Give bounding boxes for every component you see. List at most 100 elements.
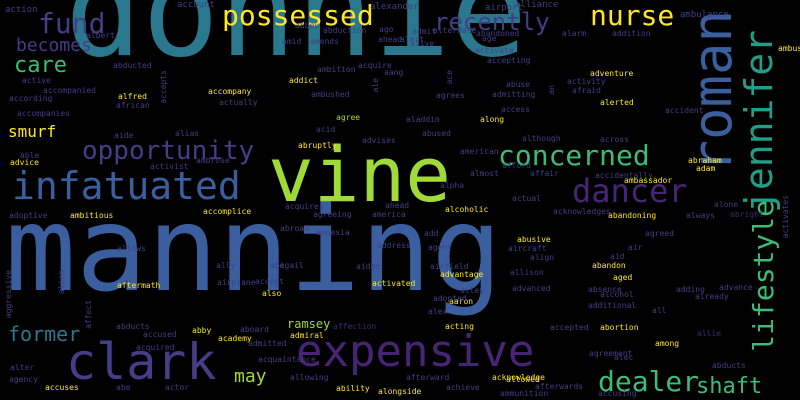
cloud-word: albert: [86, 31, 115, 40]
cloud-word: ambush: [778, 44, 800, 53]
cloud-word: dancer: [572, 172, 688, 210]
cloud-word: afraid: [572, 86, 601, 95]
cloud-word: adam: [696, 164, 716, 173]
cloud-word: jennifer: [737, 30, 781, 214]
cloud-word: clark: [66, 333, 217, 391]
cloud-word: american: [460, 147, 499, 156]
cloud-word: alerted: [600, 98, 634, 107]
cloud-word: abright: [730, 210, 764, 219]
cloud-word: alliance: [515, 0, 559, 10]
cloud-word: becomes: [16, 35, 92, 56]
cloud-word: expensive: [296, 326, 535, 377]
cloud-word: dealer: [598, 365, 700, 398]
cloud-word: advises: [362, 136, 396, 145]
cloud-word: ago: [379, 25, 394, 34]
cloud-word: additional: [588, 301, 637, 310]
cloud-word: ally: [216, 261, 236, 270]
cloud-word: airport: [485, 3, 523, 13]
cloud-word: alien: [57, 270, 66, 295]
cloud-word: ahead: [385, 201, 410, 210]
cloud-word: air: [628, 243, 643, 252]
cloud-word: alpha: [440, 181, 465, 190]
cloud-word: abigail: [270, 261, 304, 270]
cloud-word: alexander: [370, 2, 419, 12]
cloud-word: ambushed: [311, 90, 350, 99]
cloud-word: adding: [676, 285, 705, 294]
cloud-word: acting: [445, 322, 474, 331]
cloud-word: accuses: [45, 383, 79, 392]
cloud-word: admitted: [248, 339, 287, 348]
cloud-word: activate: [475, 46, 514, 55]
cloud-word: amnesia: [316, 228, 350, 237]
cloud-word: age: [482, 34, 497, 43]
cloud-word: acknowledges: [553, 207, 611, 216]
cloud-word: addition: [612, 29, 651, 38]
cloud-word: aided: [356, 262, 381, 271]
cloud-word: acquires: [285, 202, 324, 211]
cloud-word: aaron: [449, 297, 474, 306]
cloud-word: aircraft: [508, 244, 547, 253]
cloud-word: abortion: [600, 323, 639, 332]
cloud-word: adoptive: [9, 211, 48, 220]
cloud-word: admiral: [290, 331, 324, 340]
cloud-word: advance: [719, 283, 753, 292]
cloud-word: affection: [333, 322, 377, 331]
cloud-word: alley: [460, 286, 485, 295]
cloud-word: accomplice: [203, 207, 252, 216]
cloud-word: aid: [610, 252, 625, 261]
cloud-word: an: [547, 85, 556, 95]
cloud-word: also: [262, 289, 282, 298]
cloud-word: always: [686, 211, 715, 220]
cloud-word: acquire: [358, 61, 392, 70]
cloud-word: concerned: [498, 139, 650, 172]
cloud-word: manning: [5, 180, 503, 318]
cloud-word: airfield: [430, 262, 469, 271]
cloud-word: actually: [219, 98, 258, 107]
cloud-word: abe: [116, 383, 131, 392]
cloud-word: activated: [372, 279, 416, 288]
cloud-word: all: [652, 306, 667, 315]
cloud-word: abby: [192, 326, 212, 335]
cloud-word: opportunity: [82, 136, 255, 166]
cloud-word: roman: [681, 10, 744, 173]
cloud-word: among: [655, 339, 680, 348]
cloud-word: almost: [470, 169, 499, 178]
cloud-word: care: [14, 53, 67, 78]
cloud-word: account: [177, 0, 215, 10]
cloud-word: allowing: [290, 373, 329, 382]
cloud-word: advantage: [440, 270, 484, 279]
cloud-word: acquaintance: [258, 355, 316, 364]
cloud-word: alone: [714, 200, 739, 209]
cloud-word: amid: [282, 37, 302, 46]
cloud-word: allie: [697, 329, 722, 338]
cloud-word: action: [5, 5, 38, 15]
cloud-word: access: [501, 105, 530, 114]
cloud-word: affect: [84, 300, 93, 329]
cloud-word: former: [8, 322, 81, 346]
cloud-word: accused: [143, 330, 177, 339]
cloud-word: acid: [316, 125, 336, 134]
cloud-word: accidentally: [595, 171, 653, 180]
cloud-word: ambitious: [70, 211, 114, 220]
cloud-word: abruptly: [298, 141, 337, 150]
cloud-word: aang: [384, 68, 404, 77]
cloud-word: smurf: [8, 122, 57, 141]
cloud-word: infatuated: [12, 164, 241, 208]
cloud-word: achieve: [446, 383, 480, 392]
cloud-word: afterwards: [535, 382, 584, 391]
cloud-word: abe: [270, 261, 285, 270]
cloud-word: abducts: [712, 361, 746, 370]
cloud-word: agreeing: [313, 210, 352, 219]
cloud-word: allowed: [506, 375, 540, 384]
cloud-word: abandoned: [476, 29, 520, 38]
cloud-word: abducts: [116, 322, 150, 331]
cloud-word: abused: [422, 129, 451, 138]
cloud-word: aide: [114, 131, 134, 140]
cloud-word: alcoholic: [445, 205, 489, 214]
cloud-word: aggressive: [4, 270, 13, 319]
cloud-word: activity: [567, 77, 606, 86]
cloud-word: academy: [218, 334, 252, 343]
cloud-word: aged: [613, 273, 633, 282]
cloud-word: actor: [165, 383, 190, 392]
cloud-word: abraham: [688, 156, 722, 165]
